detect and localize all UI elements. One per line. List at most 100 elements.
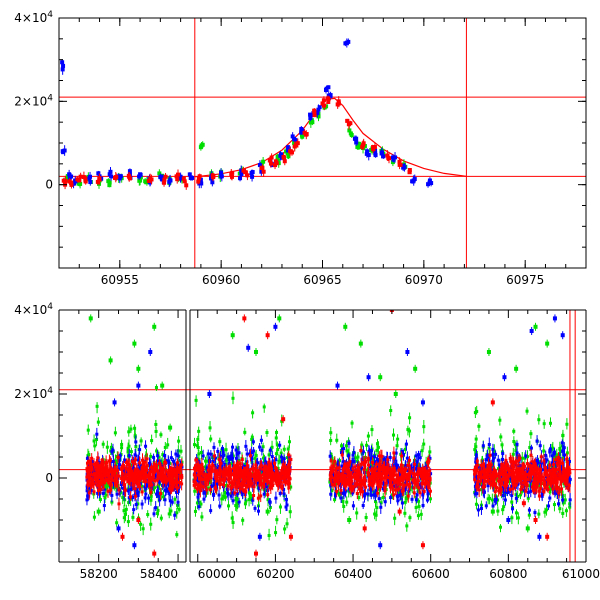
bottom-point-green [392,433,396,437]
top-point-red-18-n0 [282,159,287,164]
bottom-point-green [231,396,235,400]
bottom-point-blue [196,495,200,499]
bottom-point-green [275,443,279,447]
bottom-point-red [95,483,99,487]
bottom-point-red [228,467,232,471]
bottom-point-red [260,482,264,486]
bottom-point-blue [414,498,418,502]
bottom-point-red [116,474,120,478]
bottom-point-red [96,456,100,460]
bottom-point-red [142,466,146,470]
bottom-point-red [287,481,291,485]
bottom-point-red [217,458,221,462]
top-ytick-mantissa-0: 0 [45,178,53,192]
top-ytick-mantissa-2: 4×10 [14,11,47,25]
bottom-point-red [286,471,290,475]
bottom-point-red [399,463,403,467]
bottom-point-blue [383,458,387,462]
bottom-point-red [95,461,99,465]
bottom-point-red [96,473,100,477]
bottom-point-blue [136,493,140,497]
bottom-point-green [338,459,342,463]
bottom-point-green [122,509,126,513]
bottom-point-blue [118,454,122,458]
bottom-point-red [256,468,260,472]
bottom-point-red [134,494,138,498]
bottom-point-green [357,496,361,500]
bottom-point-red [198,489,202,493]
top-ytick-mantissa-1: 2×10 [14,94,47,108]
bottom-point-blue [201,454,205,458]
top-point-blue-15-n1 [199,181,204,186]
bottom-point-red [219,478,223,482]
top-point-red-23-n0 [321,98,326,103]
bottom-point-red [345,466,349,470]
bottom-point-green [93,444,97,448]
bottom-point-red [269,471,273,475]
bottom-point-red [198,472,202,476]
bottom-point-green [149,494,153,498]
bottom-point-green [235,505,239,509]
bottom-point-red [248,454,252,458]
bottom-point-green [223,491,227,495]
bottom-point-green [365,469,369,473]
top-point-green-15-n1 [261,159,266,164]
bottom-point-blue [122,468,126,472]
bottom-point-green [230,516,234,520]
bottom-point-blue [421,503,425,507]
bottom-point-green [154,422,158,426]
bottom-point-blue [258,445,262,449]
top-point-red-31-n1 [407,168,412,173]
top-point-red-2-n0 [78,174,83,179]
bottom-point-red [86,481,90,485]
top-point-red-4-n0 [95,179,100,184]
bottom-point-blue [373,461,377,465]
bottom-point-red [351,467,355,471]
top-point-red-12-n1 [210,173,215,178]
bottom-point-red [164,480,168,484]
bottom-point-red [129,469,133,473]
bottom-point-red [361,461,365,465]
bottom-point-green [193,443,197,447]
top-point-blue-35-n0 [393,155,398,160]
bottom-point-blue [405,456,409,460]
bottom-point-red [138,485,142,489]
bottom-point-red [369,481,373,485]
bottom-point-green [127,430,131,434]
top-point-blue-23-n1 [286,146,291,151]
bottom-point-green [110,486,114,490]
bottom-point-red [141,458,145,462]
bottom-point-red [209,476,213,480]
top-point-green-8-n1 [157,171,162,176]
bottom-point-blue [134,440,138,444]
bottom-point-red [386,458,390,462]
bottom-point-red [222,483,226,487]
bottom-point-red [268,473,272,477]
top-point-red-14-n0 [241,168,246,173]
top-point-red-24-n1 [326,99,331,104]
bottom-point-blue [101,491,105,495]
bottom-point-blue [379,505,383,509]
bottom-point-red [147,484,151,488]
bottom-point-red [129,495,133,499]
bottom-point-blue [402,452,406,456]
bottom-point-red [108,481,112,485]
bottom-point-red [137,477,141,481]
bottom-point-blue [284,497,288,501]
top-point-blue-14-n1 [190,175,195,180]
bottom-point-red [103,469,107,473]
bottom-point-blue [167,491,171,495]
bottom-point-blue [171,459,175,463]
bottom-point-blue [226,491,230,495]
bottom-point-red [114,468,118,472]
bottom-point-green [282,447,286,451]
bottom-point-green [283,527,287,531]
bottom-point-red [157,474,161,478]
bottom-point-blue [131,495,135,499]
bottom-point-red [150,465,154,469]
bottom-point-blue [92,470,96,474]
bottom-point-blue [231,499,235,503]
bottom-point-red [281,466,285,470]
top-point-red-22-n0 [312,108,317,113]
bottom-point-green [261,445,265,449]
